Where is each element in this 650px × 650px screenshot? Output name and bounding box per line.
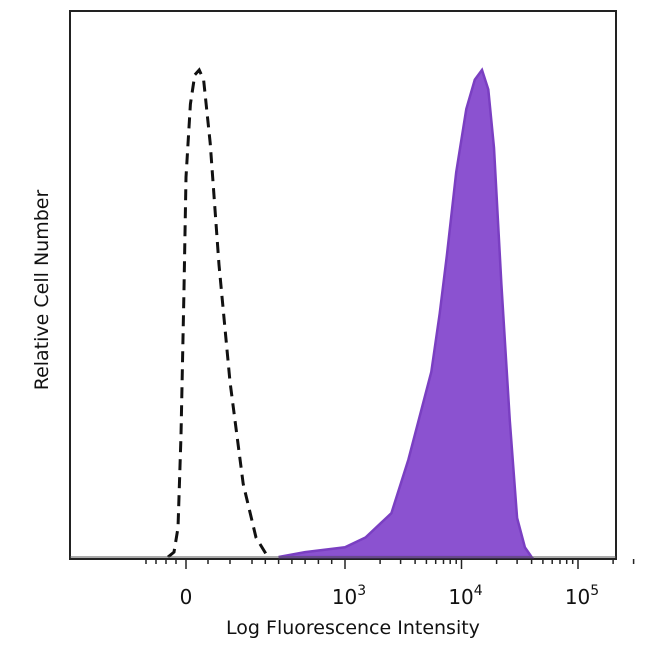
x-tick-label: 105 xyxy=(565,583,599,609)
series-layer xyxy=(70,67,616,559)
x-tick-label: 0 xyxy=(180,585,193,609)
control-histogram xyxy=(167,67,270,559)
x-tick-label: 103 xyxy=(332,583,366,609)
x-tick-label: 104 xyxy=(448,583,482,609)
x-axis-title: Log Fluorescence Intensity xyxy=(226,617,480,639)
plot-frame xyxy=(69,10,617,560)
x-axis-tick-labels: 0 103 104 105 xyxy=(180,583,600,609)
y-axis-title: Relative Cell Number xyxy=(31,190,53,391)
x-axis-ticks xyxy=(145,559,635,569)
stained-sample-histogram xyxy=(278,67,534,559)
